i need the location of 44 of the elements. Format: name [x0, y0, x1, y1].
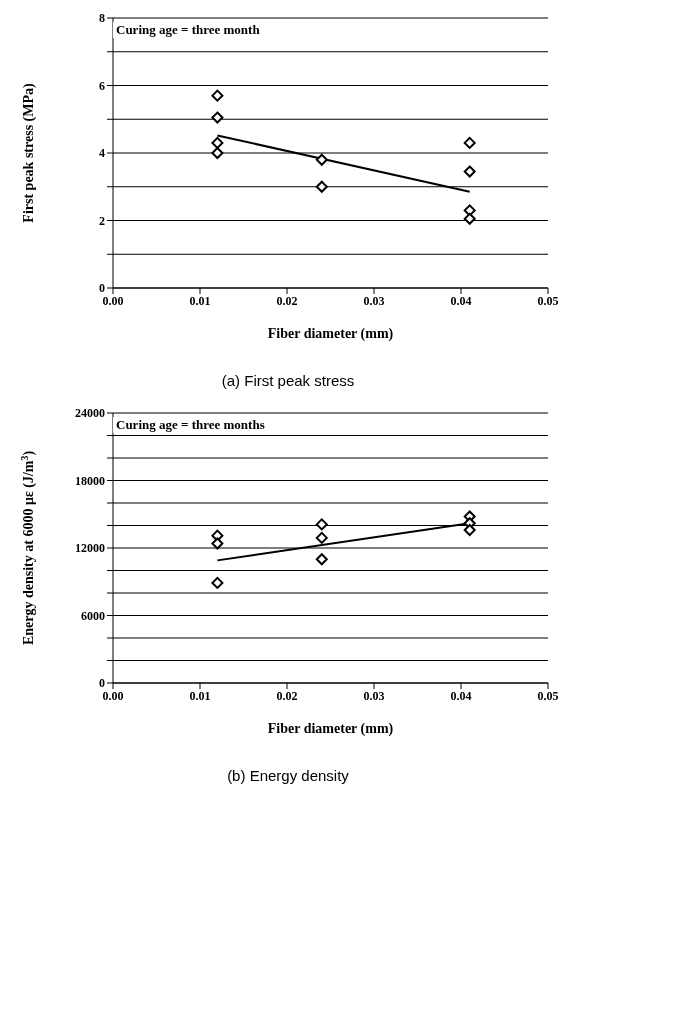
- point: [211, 89, 224, 102]
- point: [211, 537, 224, 550]
- point: [315, 518, 328, 531]
- x-tick-label: 0.00: [102, 688, 124, 703]
- x-tick-label: 0.02: [276, 688, 298, 703]
- point: [211, 576, 224, 589]
- point: [463, 136, 476, 149]
- y-tick-label: 6000: [81, 608, 105, 623]
- text: (a) First peak stress: [220, 372, 356, 389]
- x-tick-label: 0.03: [363, 688, 385, 703]
- point: [211, 111, 224, 124]
- x-tick-label: 0.02: [276, 293, 298, 308]
- x-tick-label: 0.03: [363, 293, 385, 308]
- x-tick-label: 0.04: [450, 293, 472, 308]
- y-tick-label: 24000: [75, 406, 105, 421]
- point: [315, 180, 328, 193]
- y-tick-label: 0: [99, 281, 105, 296]
- point: [315, 153, 328, 166]
- point: [315, 531, 328, 544]
- point: [315, 553, 328, 566]
- y-tick-label: 2: [99, 213, 105, 228]
- y-tick-label: 8: [99, 11, 105, 26]
- annotation: Curing age = three months: [113, 417, 268, 433]
- x-tick-label: 0.01: [189, 293, 211, 308]
- x-axis-title: Fiber diameter (mm): [267, 721, 394, 737]
- point: [463, 212, 476, 225]
- y-tick-label: 12000: [75, 541, 105, 556]
- y-tick-label: 0: [99, 676, 105, 691]
- point: [211, 136, 224, 149]
- x-tick-label: 0.05: [537, 688, 559, 703]
- point: [463, 524, 476, 536]
- point: [463, 165, 476, 178]
- annotation: Curing age = three month: [113, 22, 263, 38]
- x-tick-label: 0.01: [189, 688, 211, 703]
- y-tick-label: 6: [99, 78, 105, 93]
- text: (b) Energy density: [226, 767, 350, 784]
- x-tick-label: 0.04: [450, 688, 472, 703]
- x-axis-title: Fiber diameter (mm): [267, 326, 394, 342]
- y-tick-label: 18000: [75, 473, 105, 488]
- y-axis-title: First peak stress (MPa): [21, 83, 37, 223]
- point: [211, 147, 224, 159]
- x-tick-label: 0.05: [537, 293, 559, 308]
- x-tick-label: 0.00: [102, 293, 124, 308]
- y-tick-label: 4: [99, 146, 105, 161]
